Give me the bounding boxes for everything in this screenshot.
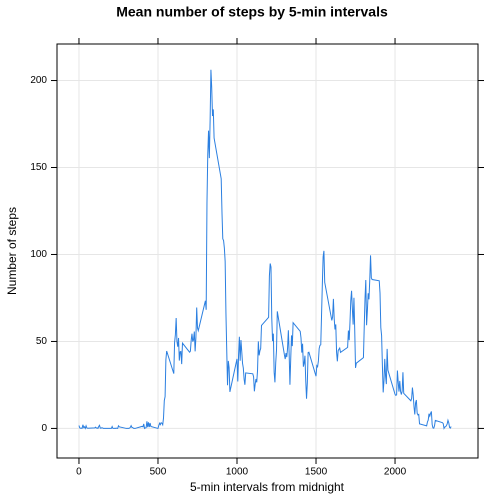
- y-axis-label: Number of steps: [5, 207, 19, 295]
- x-tick-label: 1500: [305, 467, 328, 478]
- y-tick-label: 200: [30, 75, 47, 86]
- x-tick-label: 2000: [384, 467, 407, 478]
- x-tick-label: 1000: [226, 467, 249, 478]
- x-axis-label: 5-min intervals from midnight: [190, 480, 345, 494]
- x-tick-label: 500: [150, 467, 167, 478]
- plot-frame: [56, 43, 479, 459]
- y-tick-label: 150: [30, 162, 47, 173]
- x-tick-label: 0: [76, 467, 82, 478]
- data-line: [78, 69, 452, 430]
- y-tick-label: 100: [30, 249, 47, 260]
- y-tick-label: 50: [36, 336, 48, 347]
- chart-title: Mean number of steps by 5-min intervals: [116, 4, 388, 20]
- y-tick-label: 0: [41, 423, 47, 434]
